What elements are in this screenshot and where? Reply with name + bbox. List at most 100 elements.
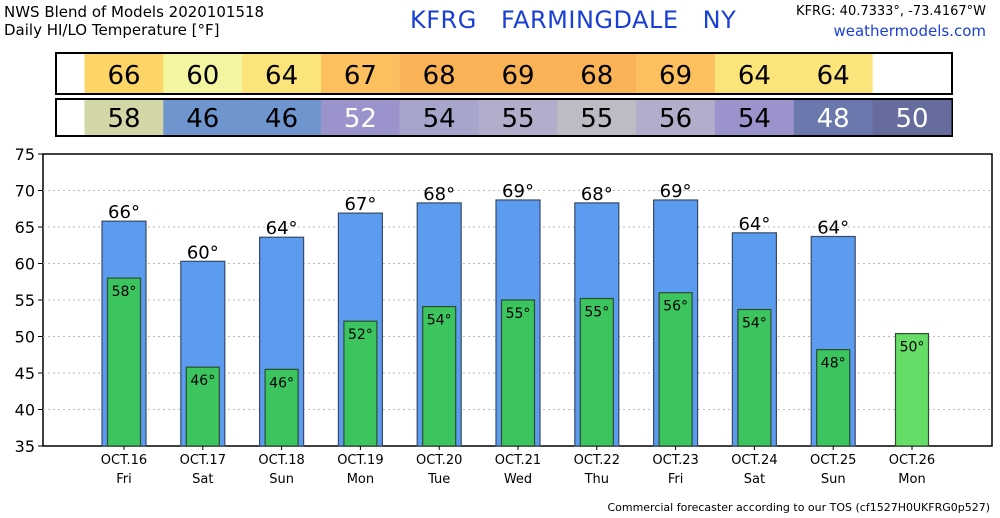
lo-bar xyxy=(579,297,614,447)
x-tick-label: OCT.22 xyxy=(574,453,620,468)
lo-strip-value: 54 xyxy=(738,104,771,134)
hi-strip-cell xyxy=(714,54,794,93)
hi-strip-cell xyxy=(636,54,716,93)
hi-bar-label: 68° xyxy=(581,184,613,205)
lo-strip-cell xyxy=(714,100,794,135)
hi-strip-value: 69 xyxy=(501,61,534,91)
hi-bar-label: 60° xyxy=(187,242,219,263)
y-tick-label: 50 xyxy=(15,328,35,347)
x-weekday-label: Tue xyxy=(427,472,450,487)
hi-strip-value: 67 xyxy=(344,61,377,91)
station-name: FARMINGDALE xyxy=(500,6,679,34)
chart-subtitle: Daily HI/LO Temperature [°F] xyxy=(4,21,220,39)
hi-strip-cell xyxy=(557,54,637,93)
x-tick-label: OCT.24 xyxy=(731,453,777,468)
hi-bar-label: 64° xyxy=(817,217,849,238)
lo-bar-label: 55° xyxy=(584,305,609,321)
lo-strip-cell xyxy=(84,100,164,135)
footer-note: Commercial forecaster according to our T… xyxy=(607,501,990,514)
lo-bar xyxy=(422,305,457,447)
lo-bar-label: 54° xyxy=(742,315,767,331)
lo-strip-cell xyxy=(242,100,322,135)
hi-bar-label: 64° xyxy=(266,218,298,239)
lo-bar xyxy=(264,368,299,447)
lo-bar-label: 58° xyxy=(112,284,137,300)
y-tick-label: 60 xyxy=(15,255,35,274)
lo-bar-label: 46° xyxy=(190,373,215,389)
x-tick-label: OCT.26 xyxy=(889,453,935,468)
lo-strip-cell xyxy=(793,100,873,135)
hi-strip-value: 68 xyxy=(580,61,613,91)
lo-bar xyxy=(816,349,851,447)
x-weekday-label: Fri xyxy=(116,472,132,487)
x-tick-label: OCT.20 xyxy=(416,453,462,468)
lo-bar-label: 52° xyxy=(348,327,373,343)
x-weekday-label: Sun xyxy=(821,472,846,487)
lo-strip-value: 52 xyxy=(344,104,377,134)
x-weekday-label: Mon xyxy=(898,472,925,487)
y-tick-label: 40 xyxy=(15,401,35,420)
lo-strip-cell xyxy=(320,100,400,135)
hi-strip-cell xyxy=(242,54,322,93)
hi-bar-label: 66° xyxy=(108,202,140,223)
lo-strip-value: 56 xyxy=(659,104,692,134)
hi-strip-value: 64 xyxy=(738,61,771,91)
hi-strip-cell xyxy=(793,54,873,93)
site-link[interactable]: weathermodels.com xyxy=(833,22,986,40)
x-tick-label: OCT.18 xyxy=(258,453,304,468)
hi-bar-label: 68° xyxy=(423,184,455,205)
station-state: NY xyxy=(702,6,737,34)
station-header: KFRG FARMINGDALE NY xyxy=(410,6,752,34)
x-tick-label: OCT.17 xyxy=(180,453,226,468)
hi-strip-value: 66 xyxy=(107,61,140,91)
y-tick-label: 35 xyxy=(15,437,35,456)
lo-strip-value: 54 xyxy=(423,104,456,134)
lo-strip-value: 55 xyxy=(501,104,534,134)
x-weekday-label: Thu xyxy=(584,472,609,487)
hi-strip-cell xyxy=(163,54,243,93)
hi-bar-label: 69° xyxy=(502,181,534,202)
x-weekday-label: Sat xyxy=(192,472,213,487)
hi-strip-value: 68 xyxy=(423,61,456,91)
chart-title: NWS Blend of Models 2020101518 xyxy=(4,3,265,21)
lo-bar-label: 56° xyxy=(663,299,688,315)
lo-strip-value: 58 xyxy=(107,104,140,134)
lo-bar xyxy=(500,299,536,447)
x-weekday-label: Fri xyxy=(668,472,684,487)
lo-bar-label: 50° xyxy=(900,340,925,356)
x-weekday-label: Mon xyxy=(347,472,374,487)
lo-strip-cell xyxy=(399,100,479,135)
hi-strip-value: 64 xyxy=(817,61,850,91)
lo-bar xyxy=(185,366,220,447)
hi-strip-cell xyxy=(399,54,479,93)
x-weekday-label: Wed xyxy=(504,472,532,487)
lo-strip-value: 50 xyxy=(895,104,928,134)
lo-bar-label: 48° xyxy=(821,356,846,372)
lo-bar xyxy=(894,332,930,447)
x-weekday-label: Sat xyxy=(744,472,765,487)
hi-bar-label: 67° xyxy=(344,194,376,215)
x-tick-label: OCT.19 xyxy=(337,453,383,468)
x-tick-label: OCT.25 xyxy=(810,453,856,468)
lo-bar xyxy=(658,292,693,447)
station-id: KFRG xyxy=(410,6,477,34)
lo-bar-label: 46° xyxy=(269,375,294,391)
lo-bar xyxy=(106,277,142,447)
lo-strip-value: 55 xyxy=(580,104,613,134)
x-tick-label: OCT.16 xyxy=(101,453,147,468)
lo-strip-cell xyxy=(478,100,558,135)
x-weekday-label: Sun xyxy=(269,472,294,487)
lo-bar-label: 55° xyxy=(506,306,531,322)
y-tick-label: 75 xyxy=(15,145,35,164)
hi-bar-label: 69° xyxy=(660,181,692,202)
hi-strip-value: 60 xyxy=(186,61,219,91)
lo-strip-cell xyxy=(557,100,637,135)
y-tick-label: 65 xyxy=(15,218,35,237)
station-coords: KFRG: 40.7333°, -73.4167°W xyxy=(796,4,986,19)
lo-strip-value: 46 xyxy=(265,104,298,134)
x-tick-label: OCT.23 xyxy=(652,453,698,468)
hi-strip-cell xyxy=(84,54,164,93)
lo-strip-value: 46 xyxy=(186,104,219,134)
lo-strip-cell xyxy=(872,100,952,135)
